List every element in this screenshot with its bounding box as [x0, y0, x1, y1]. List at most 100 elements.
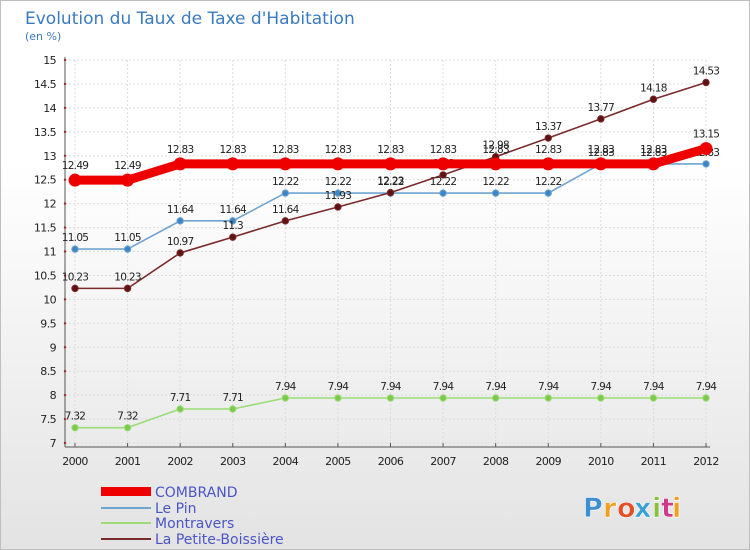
data-label: 7.94 — [591, 381, 613, 393]
legend-item: La Petite-Boissière — [101, 532, 284, 548]
x-tick-label: 2000 — [62, 455, 88, 468]
data-label: 7.94 — [485, 381, 507, 393]
y-tick-label: 12.5 — [34, 174, 57, 187]
data-point — [334, 203, 342, 211]
data-label: 12.83 — [588, 147, 615, 159]
x-tick-label: 2003 — [220, 455, 246, 468]
data-point — [597, 394, 605, 402]
data-label: 7.94 — [696, 381, 718, 393]
data-label: 12.83 — [588, 144, 615, 156]
data-label: 7.71 — [222, 392, 243, 404]
data-point — [229, 217, 237, 225]
data-point — [541, 157, 555, 171]
x-tick-label: 2001 — [115, 455, 141, 468]
data-point — [71, 245, 79, 253]
series-combrand: 12.49 12.49 12.83 12.83 12.83 12.83 12.83 12.83… — [62, 129, 720, 187]
data-label: 7.94 — [643, 381, 665, 393]
data-point — [123, 245, 132, 253]
data-label: 12.83 — [640, 144, 667, 156]
data-point — [439, 189, 447, 197]
data-label: 12.22 — [482, 176, 509, 188]
legend-label: COMBRAND — [155, 485, 237, 501]
x-tick-label: 2007 — [430, 455, 456, 468]
axes: 7 7.5 8 8.5 9 9.5 10 10.5 11 11.5 12 12.5 13 13.5 14 14… — [34, 54, 719, 468]
data-point — [331, 157, 345, 171]
data-label: 10.23 — [62, 271, 89, 283]
data-point — [544, 134, 552, 142]
data-point — [544, 189, 552, 197]
data-point — [123, 423, 132, 432]
data-label: 7.94 — [433, 381, 455, 393]
data-label: 12.83 — [535, 144, 562, 156]
data-label: 12.22 — [535, 176, 562, 188]
data-label: 7.32 — [65, 411, 86, 423]
data-label: 7.94 — [275, 381, 297, 393]
logo-letter: r — [603, 493, 617, 524]
data-label: 7.71 — [170, 392, 191, 404]
data-label: 11.93 — [325, 190, 352, 202]
legend-label: Montravers — [155, 516, 234, 532]
data-label: 14.18 — [640, 82, 667, 94]
data-label: 12.22 — [325, 176, 352, 188]
y-tick-label: 11 — [43, 246, 56, 259]
logo-letter: x — [634, 493, 651, 524]
data-point — [594, 157, 608, 171]
y-tick-label: 8 — [50, 389, 57, 402]
data-point — [281, 189, 290, 197]
y-tick-label: 14.5 — [34, 78, 57, 91]
data-point — [281, 394, 290, 402]
y-tick-label: 14 — [43, 102, 56, 115]
data-label: 13.15 — [693, 129, 720, 141]
x-tick-label: 2006 — [378, 455, 404, 468]
data-point — [173, 157, 187, 171]
x-tick-label: 2010 — [588, 455, 614, 468]
data-label: 13.37 — [535, 121, 562, 133]
data-point — [229, 405, 237, 413]
data-point — [439, 171, 447, 179]
data-label: 12.49 — [62, 160, 89, 172]
data-point — [436, 157, 450, 171]
data-point — [281, 217, 290, 225]
grid — [65, 59, 707, 444]
y-tick-label: 12 — [43, 198, 56, 211]
data-label: 11.05 — [114, 232, 141, 244]
data-point — [121, 173, 135, 187]
data-label: 12.83 — [482, 144, 509, 156]
y-tick-label: 10 — [43, 293, 56, 306]
data-point — [334, 189, 342, 197]
data-label: 13.77 — [588, 102, 615, 114]
data-label: 12.22 — [377, 176, 404, 188]
data-point — [68, 173, 82, 187]
data-label: 12.22 — [272, 176, 299, 188]
y-tick-label: 15 — [43, 54, 56, 67]
logo-letter: o — [617, 493, 636, 524]
series-le-pin: 11.05 11.05 11.64 11.64 12.22 12.22 12.22 12.22… — [62, 147, 720, 253]
data-point — [384, 157, 397, 171]
y-tick-label: 9.5 — [40, 317, 56, 330]
x-tick-label: 2004 — [273, 455, 299, 468]
legend-swatch — [101, 487, 151, 496]
data-point — [278, 157, 292, 171]
data-point — [123, 284, 132, 293]
series-montravers: 7.32 7.32 7.71 7.71 7.94 7.94 7.94 7.94 7.94 7.94… — [65, 381, 718, 432]
data-point — [71, 284, 79, 293]
x-tick-label: 2008 — [483, 455, 509, 468]
data-point — [702, 394, 710, 402]
data-label: 12.98 — [482, 140, 509, 152]
data-label: 11.05 — [62, 232, 89, 244]
data-point — [699, 142, 713, 156]
logo-letter: i — [652, 493, 661, 524]
data-label: 11.64 — [167, 204, 195, 216]
data-point — [702, 160, 710, 168]
logo-letter: P — [583, 493, 603, 524]
data-point — [71, 423, 79, 432]
data-label: 10.23 — [114, 271, 141, 283]
data-point — [702, 78, 710, 87]
data-point — [649, 95, 658, 103]
data-point — [491, 189, 500, 197]
legend-item: Le Pin — [101, 501, 197, 517]
data-point — [226, 157, 240, 171]
y-tick-label: 13 — [43, 150, 56, 163]
